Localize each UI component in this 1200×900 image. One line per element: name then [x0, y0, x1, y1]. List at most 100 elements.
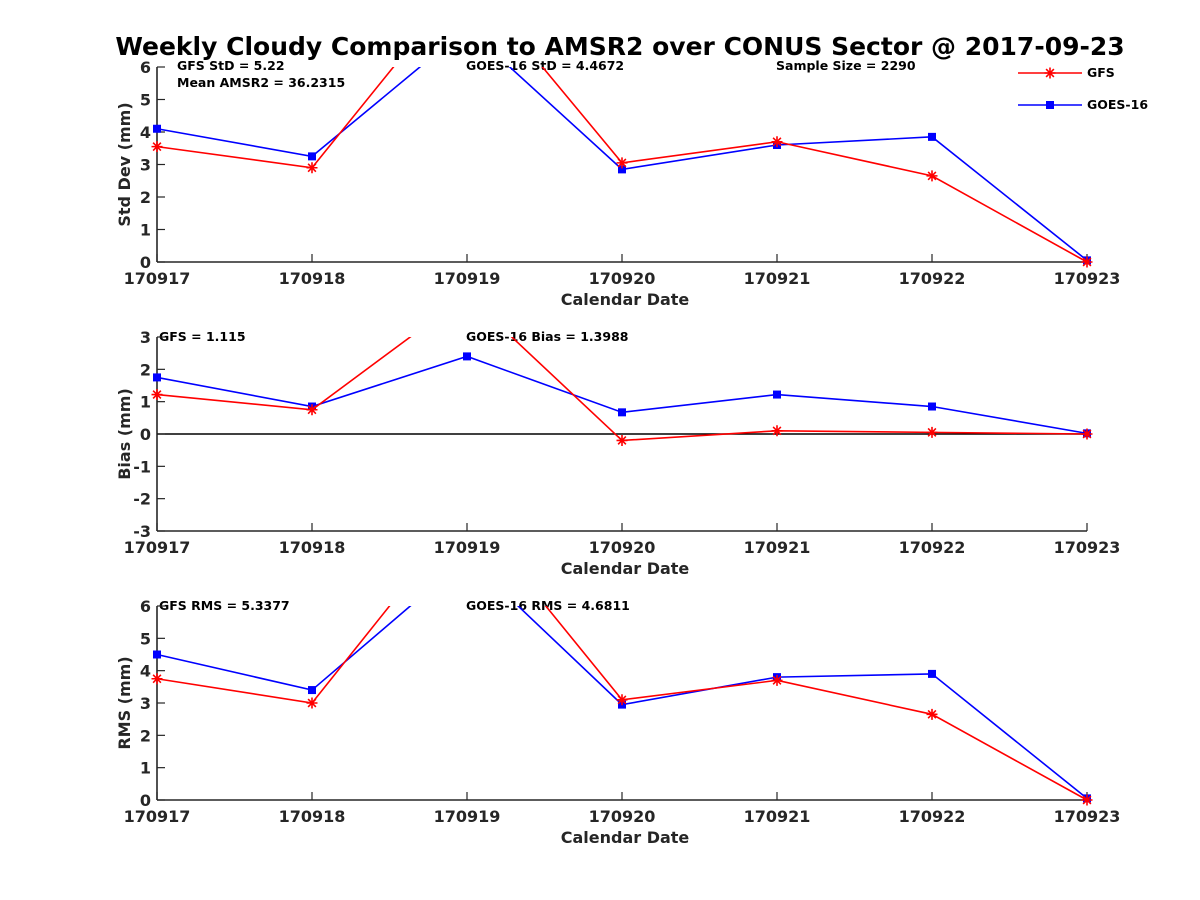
data-point-gfs	[771, 425, 783, 437]
y-tick-label: 1	[140, 393, 151, 412]
goes16-std-annotation: GOES-16 StD = 4.4672	[466, 58, 624, 73]
y-tick-label: 3	[140, 694, 151, 713]
gfs-std-annotation: GFS StD = 5.22	[177, 58, 285, 73]
data-point-goes16	[308, 152, 316, 161]
data-point-gfs	[771, 674, 783, 686]
y-tick-label: 1	[140, 221, 151, 240]
x-tick-label: 170918	[279, 538, 346, 557]
y-tick-label: 0	[140, 253, 151, 272]
x-tick-label: 170919	[434, 269, 501, 288]
x-tick-label: 170922	[899, 269, 966, 288]
y-tick-label: 3	[140, 328, 151, 347]
x-axis-label: Calendar Date	[561, 828, 690, 847]
data-point-goes16	[153, 650, 161, 659]
x-tick-label: 170920	[589, 807, 656, 826]
legend-marker-gfs	[1044, 67, 1056, 79]
data-point-goes16	[618, 408, 626, 417]
data-point-gfs	[306, 404, 318, 416]
y-tick-label: 0	[140, 425, 151, 444]
y-tick-label: 2	[140, 726, 151, 745]
legend: GFS GOES-16	[1018, 65, 1148, 112]
data-point-gfs	[1081, 794, 1093, 806]
x-tick-label: 170920	[589, 269, 656, 288]
x-tick-label: 170922	[899, 807, 966, 826]
data-point-gfs	[306, 162, 318, 174]
data-point-gfs	[1081, 428, 1093, 440]
y-tick-label: 2	[140, 360, 151, 379]
x-tick-label: 170920	[589, 538, 656, 557]
x-tick-label: 170919	[434, 538, 501, 557]
data-point-gfs	[926, 708, 938, 720]
data-point-gfs	[616, 694, 628, 706]
x-tick-label: 170922	[899, 538, 966, 557]
y-tick-label: 5	[140, 91, 151, 110]
data-point-gfs	[1081, 256, 1093, 268]
data-point-gfs	[926, 426, 938, 438]
mean-amsr2-annotation: Mean AMSR2 = 36.2315	[177, 75, 345, 90]
x-tick-label: 170923	[1054, 807, 1121, 826]
gfs-bias-annotation: GFS = 1.115	[159, 329, 246, 344]
y-tick-label: 4	[140, 662, 151, 681]
bias-panel: GFS = 1.115 GOES-16 Bias = 1.3988 -3 -2 -1…	[115, 328, 1121, 578]
chart-title: Weekly Cloudy Comparison to AMSR2 over C…	[115, 32, 1124, 61]
sample-size-annotation: Sample Size = 2290	[776, 58, 916, 73]
data-point-goes16	[463, 352, 471, 361]
data-point-gfs	[771, 136, 783, 148]
data-point-gfs	[151, 389, 163, 401]
gfs-rms-annotation: GFS RMS = 5.3377	[159, 598, 290, 613]
rms-panel: GFS RMS = 5.3377 GOES-16 RMS = 4.6811 01…	[115, 597, 1121, 847]
x-tick-label: 170917	[124, 807, 191, 826]
x-axis-label: Calendar Date	[561, 559, 690, 578]
y-axis-label: Std Dev (mm)	[115, 102, 134, 226]
data-point-goes16	[773, 390, 781, 399]
y-tick-label: 4	[140, 123, 151, 142]
series-line-goes16	[156, 606, 1088, 800]
x-tick-label: 170918	[279, 807, 346, 826]
x-tick-label: 170921	[744, 807, 811, 826]
y-tick-label: -3	[133, 522, 151, 541]
legend-item-goes16: GOES-16	[1018, 97, 1148, 112]
x-tick-label: 170921	[744, 269, 811, 288]
x-tick-label: 170917	[124, 269, 191, 288]
data-point-goes16	[308, 686, 316, 695]
data-point-gfs	[151, 673, 163, 685]
goes16-bias-annotation: GOES-16 Bias = 1.3988	[466, 329, 628, 344]
x-tick-label: 170923	[1054, 269, 1121, 288]
x-tick-label: 170919	[434, 807, 501, 826]
y-tick-label: 6	[140, 597, 151, 616]
legend-item-gfs: GFS	[1018, 65, 1115, 80]
goes16-rms-annotation: GOES-16 RMS = 4.6811	[466, 598, 630, 613]
legend-marker-gfs	[1044, 67, 1056, 79]
y-tick-label: -1	[133, 457, 151, 476]
y-axis-label: Bias (mm)	[115, 388, 134, 480]
y-tick-label: 1	[140, 759, 151, 778]
data-point-goes16	[928, 402, 936, 411]
data-point-gfs	[926, 170, 938, 182]
legend-marker-goes16	[1046, 101, 1054, 109]
x-tick-label: 170917	[124, 538, 191, 557]
y-tick-label: -2	[133, 490, 151, 509]
data-point-gfs	[151, 141, 163, 153]
x-tick-label: 170918	[279, 269, 346, 288]
data-point-goes16	[928, 669, 936, 678]
data-point-goes16	[153, 124, 161, 133]
y-tick-label: 3	[140, 156, 151, 175]
x-tick-label: 170923	[1054, 538, 1121, 557]
data-point-gfs	[306, 697, 318, 709]
x-axis-label: Calendar Date	[561, 290, 690, 309]
legend-marker-goes16	[1046, 101, 1054, 109]
y-tick-label: 6	[140, 58, 151, 77]
legend-label-gfs: GFS	[1087, 65, 1115, 80]
x-tick-label: 170921	[744, 538, 811, 557]
legend-label-goes16: GOES-16	[1087, 97, 1148, 112]
y-tick-label: 0	[140, 791, 151, 810]
series-line-gfs	[156, 337, 1088, 442]
data-point-gfs	[616, 157, 628, 169]
y-tick-label: 2	[140, 188, 151, 207]
data-point-gfs	[616, 434, 628, 446]
series-line-goes16	[156, 355, 1088, 435]
y-tick-label: 5	[140, 629, 151, 648]
y-axis-label: RMS (mm)	[115, 656, 134, 749]
data-point-goes16	[928, 132, 936, 141]
